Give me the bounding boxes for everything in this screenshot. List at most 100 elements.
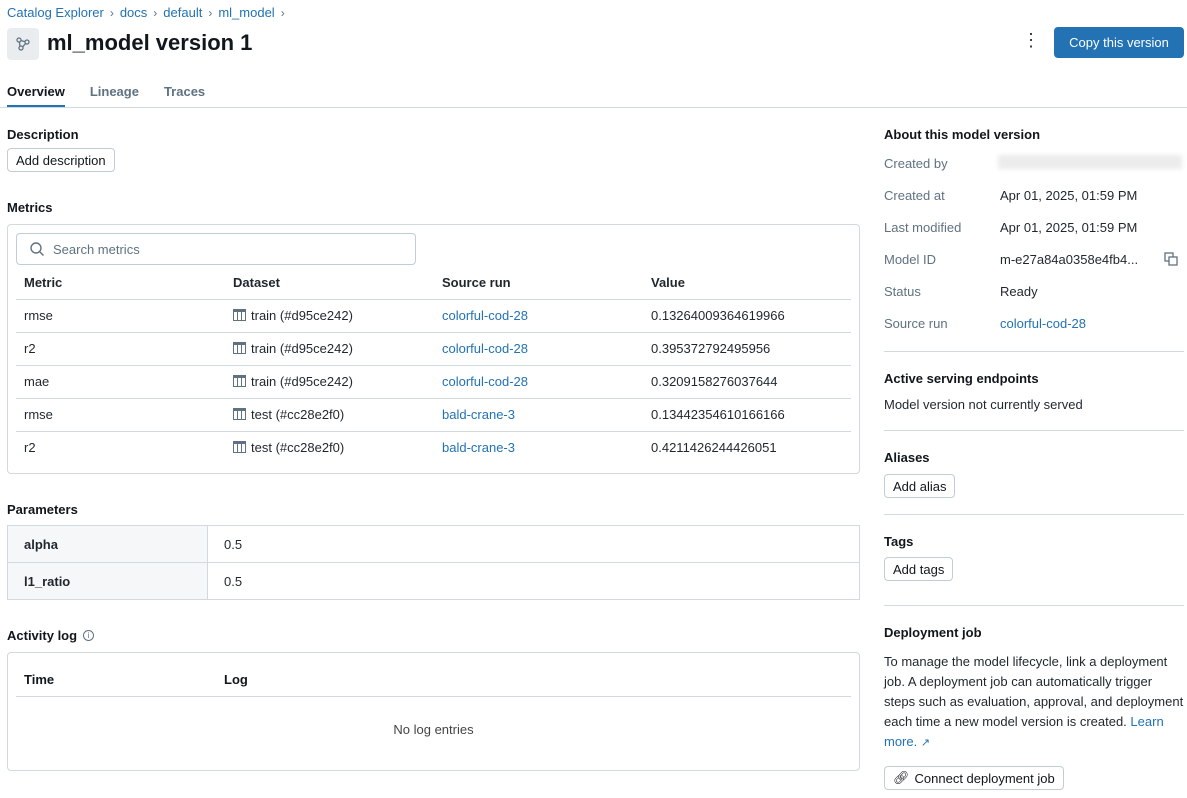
activity-log-heading: Activity log i — [7, 628, 95, 643]
divider — [16, 696, 851, 697]
copy-icon[interactable] — [1164, 252, 1178, 269]
connect-deployment-job-button[interactable]: 🔗︎ Connect deployment job — [884, 766, 1064, 790]
add-description-button[interactable]: Add description — [7, 148, 115, 172]
aliases-heading: Aliases — [884, 450, 930, 465]
activity-log-title: Activity log — [7, 628, 78, 643]
divider — [884, 605, 1184, 606]
activity-log-panel: Time Log No log entries — [7, 652, 860, 771]
add-alias-button[interactable]: Add alias — [884, 474, 956, 498]
info-icon[interactable]: i — [83, 630, 95, 641]
table-row: mae train (#d95ce242) colorful-cod-28 0.… — [16, 365, 851, 399]
param-value: 0.5 — [207, 562, 860, 600]
search-icon — [30, 242, 44, 256]
more-options-icon[interactable]: ⋮ — [1022, 30, 1040, 50]
chevron-right-icon: › — [280, 5, 285, 20]
dataset-cell: test (#cc28e2f0) — [225, 398, 434, 432]
parameters-table: alpha 0.5 l1_ratio 0.5 — [7, 525, 860, 600]
table-icon — [233, 309, 246, 321]
dataset-name: train (#d95ce242) — [251, 308, 353, 323]
chevron-right-icon: › — [109, 5, 114, 20]
tabs: Overview Lineage Traces — [7, 84, 205, 108]
metric-value: 0.13264009364619966 — [643, 299, 851, 333]
table-icon — [233, 375, 246, 387]
metric-name: mae — [16, 365, 225, 399]
column-time: Time — [24, 672, 55, 687]
tab-divider — [0, 107, 1187, 108]
metrics-table: Metric Dataset Source run Value rmse tra… — [16, 266, 851, 464]
column-log: Log — [224, 672, 248, 687]
metric-name: r2 — [16, 332, 225, 366]
copy-version-button[interactable]: Copy this version — [1054, 27, 1184, 58]
divider — [884, 514, 1184, 515]
breadcrumb-default[interactable]: default — [163, 5, 203, 20]
breadcrumb-docs[interactable]: docs — [119, 5, 148, 20]
metric-value: 0.3209158276037644 — [643, 365, 851, 399]
tab-traces[interactable]: Traces — [163, 84, 206, 99]
link-icon: 🔗︎ — [893, 770, 910, 785]
breadcrumb-catalog-explorer[interactable]: Catalog Explorer — [7, 5, 104, 20]
column-source-run: Source run — [434, 266, 643, 300]
table-icon — [233, 441, 246, 454]
divider — [884, 351, 1184, 352]
serving-heading: Active serving endpoints — [884, 371, 1039, 386]
source-run-link[interactable]: colorful-cod-28 — [442, 374, 528, 389]
connect-deployment-job-label: Connect deployment job — [914, 770, 1055, 786]
chevron-right-icon: › — [153, 5, 158, 20]
table-row: rmse test (#cc28e2f0) bald-crane-3 0.134… — [16, 398, 851, 432]
breadcrumb-ml-model[interactable]: ml_model — [218, 5, 275, 20]
source-run-link[interactable]: colorful-cod-28 — [442, 308, 528, 323]
source-run-link[interactable]: bald-crane-3 — [442, 440, 515, 456]
last-modified-value: Apr 01, 2025, 01:59 PM — [1000, 220, 1138, 235]
parameters-heading: Parameters — [7, 502, 78, 517]
param-key: l1_ratio — [7, 562, 208, 600]
serving-status: Model version not currently served — [884, 397, 1083, 412]
created-by-label: Created by — [884, 156, 948, 171]
tab-overview[interactable]: Overview — [7, 84, 65, 108]
about-heading: About this model version — [884, 127, 1041, 142]
source-run-label: Source run — [884, 316, 948, 331]
model-id-label: Model ID — [884, 252, 937, 267]
source-run-link[interactable]: bald-crane-3 — [442, 407, 515, 422]
table-icon — [233, 342, 246, 354]
column-metric: Metric — [16, 266, 225, 300]
add-tags-button[interactable]: Add tags — [884, 557, 954, 581]
tags-heading: Tags — [884, 534, 914, 549]
metric-name: rmse — [16, 398, 225, 432]
table-icon — [233, 408, 246, 420]
metric-name: rmse — [16, 299, 225, 333]
table-row: rmse train (#d95ce242) colorful-cod-28 0… — [16, 299, 851, 333]
deployment-description: To manage the model lifecycle, link a de… — [884, 652, 1186, 753]
dataset-name: train (#d95ce242) — [251, 374, 353, 389]
model-icon — [7, 28, 39, 60]
description-heading: Description — [7, 127, 79, 142]
tab-lineage[interactable]: Lineage — [89, 84, 139, 99]
chevron-right-icon: › — [208, 5, 213, 20]
table-row: l1_ratio 0.5 — [7, 562, 860, 600]
dataset-name: test (#cc28e2f0) — [251, 407, 345, 422]
param-key: alpha — [7, 525, 208, 563]
created-by-redacted — [998, 155, 1182, 169]
status-label: Status — [884, 284, 921, 299]
created-at-label: Created at — [884, 188, 945, 203]
created-at-value: Apr 01, 2025, 01:59 PM — [1000, 188, 1138, 203]
status-value: Ready — [1000, 284, 1038, 299]
empty-log-message: No log entries — [393, 722, 474, 737]
table-row: alpha 0.5 — [7, 525, 860, 563]
breadcrumb: Catalog Explorer › docs › default › ml_mode… — [7, 5, 285, 20]
table-row: r2 test (#cc28e2f0) bald-crane-3 0.42114… — [16, 431, 851, 464]
dataset-name: train (#d95ce242) — [251, 341, 353, 356]
column-dataset: Dataset — [225, 266, 434, 300]
metric-value: 0.4211426244426051 — [651, 440, 777, 456]
metrics-heading: Metrics — [7, 200, 53, 215]
last-modified-label: Last modified — [884, 220, 962, 235]
page-title: ml_model version 1 — [47, 30, 253, 55]
param-value: 0.5 — [207, 525, 860, 563]
learn-more-link[interactable]: Learn more. — [884, 714, 1164, 749]
deployment-heading: Deployment job — [884, 625, 982, 640]
search-placeholder: Search metrics — [53, 241, 140, 257]
table-row: r2 train (#d95ce242) colorful-cod-28 0.3… — [16, 332, 851, 366]
source-run-link[interactable]: colorful-cod-28 — [1000, 316, 1086, 331]
metrics-panel — [7, 224, 860, 474]
search-metrics-input[interactable]: Search metrics — [16, 233, 416, 265]
source-run-link[interactable]: colorful-cod-28 — [442, 341, 528, 356]
